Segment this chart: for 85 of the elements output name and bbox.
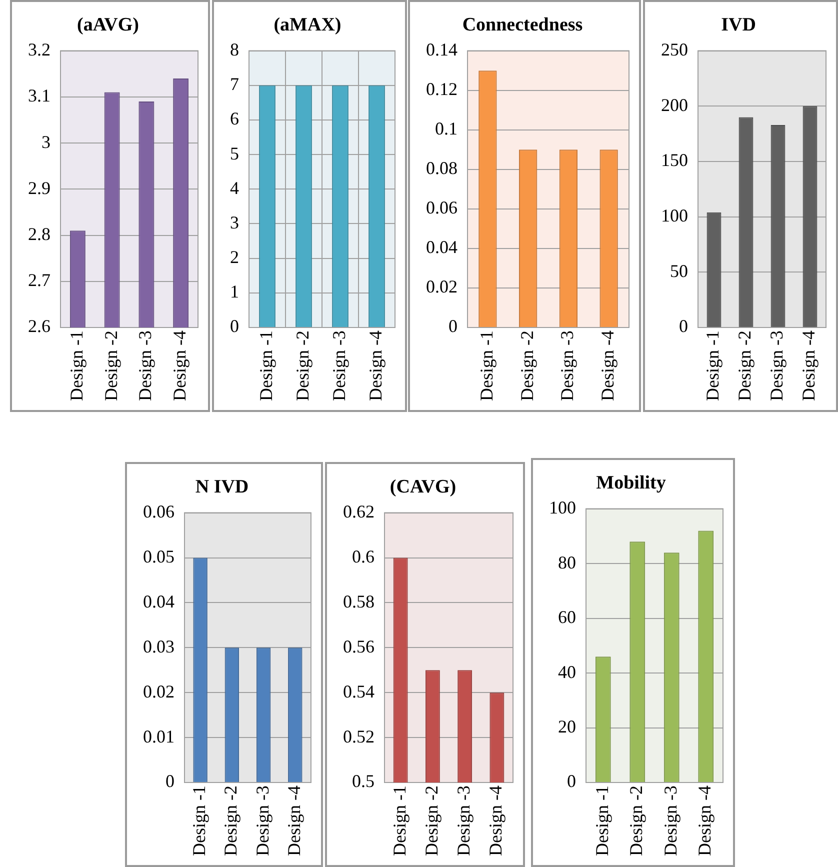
y-tick-label: 1 — [230, 282, 239, 302]
y-tick-label: 3 — [230, 212, 239, 232]
x-tick-label: Design -2 — [292, 330, 312, 402]
y-tick-label: 250 — [661, 40, 688, 60]
y-tick-label: 2 — [230, 247, 239, 268]
x-tick-label: Design -1 — [476, 330, 496, 402]
y-tick-label: 50 — [670, 260, 688, 281]
y-tick-label: 0 — [230, 316, 239, 336]
y-tick-label: 60 — [558, 607, 576, 628]
y-tick-label: 0.04 — [143, 591, 174, 612]
x-tick-label: Design -1 — [702, 330, 723, 402]
y-tick-label: 0.1 — [435, 118, 458, 139]
y-tick-label: 0.5 — [352, 771, 374, 792]
x-tick-label: Design -4 — [694, 786, 715, 856]
x-tick-label: Design -4 — [598, 330, 618, 402]
x-tick-label: Design -1 — [592, 786, 612, 856]
y-tick-label: 0.06 — [426, 198, 458, 218]
y-tick-label: 0.54 — [343, 681, 374, 702]
y-tick-label: 0 — [567, 771, 576, 792]
y-tick-label: 0.08 — [426, 158, 458, 178]
y-tick-label: 3 — [42, 132, 50, 152]
x-tick-label: Design -2 — [220, 786, 241, 856]
x-tick-label: Design -2 — [734, 330, 755, 402]
x-tick-label: Design -4 — [170, 330, 190, 402]
x-tick-label: Design -1 — [189, 786, 210, 856]
x-tick-label: Design -3 — [135, 330, 156, 402]
y-tick-label: 0.04 — [426, 237, 458, 258]
y-tick-label: 5 — [230, 143, 239, 164]
y-tick-label: 3.2 — [28, 40, 50, 60]
y-tick-label: 2.6 — [28, 316, 50, 336]
y-tick-label: 100 — [661, 206, 688, 226]
y-tick-label: 0.56 — [343, 636, 374, 656]
chart-title: (aMAX) — [274, 14, 342, 36]
y-tick-label: 0.02 — [426, 276, 458, 297]
x-tick-label: Design -4 — [486, 786, 506, 856]
y-tick-label: 3.1 — [28, 86, 50, 106]
x-tick-label: Design -1 — [256, 330, 276, 402]
x-tick-label: Design -2 — [516, 330, 537, 402]
chart-title: IVD — [721, 14, 756, 36]
x-tick-label: Design -2 — [421, 786, 442, 856]
y-tick-label: 0.05 — [143, 546, 174, 566]
chart-title: N IVD — [195, 476, 249, 498]
y-tick-label: 8 — [230, 40, 239, 60]
y-tick-label: 2.7 — [28, 270, 50, 290]
y-tick-label: 0.01 — [143, 726, 174, 746]
y-tick-label: 4 — [230, 178, 239, 198]
y-tick-label: 2.9 — [28, 178, 50, 198]
y-tick-label: 100 — [549, 498, 576, 518]
x-tick-label: Design -2 — [100, 330, 121, 402]
y-tick-label: 6 — [230, 108, 239, 129]
y-tick-label: 0 — [448, 316, 458, 336]
y-tick-label: 80 — [558, 552, 576, 572]
y-tick-label: 0.6 — [352, 546, 374, 566]
y-tick-label: 7 — [230, 74, 239, 94]
x-tick-label: Design -4 — [798, 330, 819, 402]
y-tick-label: 200 — [661, 94, 688, 115]
y-tick-label: 0.52 — [343, 726, 374, 746]
x-tick-label: Design -3 — [328, 330, 349, 402]
y-tick-label: 0 — [166, 771, 174, 792]
y-tick-label: 0.03 — [143, 636, 174, 656]
y-tick-label: 20 — [558, 716, 576, 737]
chart-title: (aAVG) — [77, 14, 139, 36]
y-tick-label: 0.02 — [143, 681, 174, 702]
x-tick-label: Design -4 — [284, 786, 304, 856]
y-tick-label: 0 — [679, 316, 688, 336]
x-tick-label: Design -1 — [389, 786, 410, 856]
y-tick-label: 0.58 — [343, 591, 374, 612]
chart-title: Mobility — [596, 472, 666, 494]
y-tick-label: 0.14 — [426, 40, 458, 60]
x-tick-label: Design -4 — [365, 330, 386, 402]
x-tick-label: Design -3 — [252, 786, 272, 856]
y-tick-label: 0.12 — [426, 79, 458, 100]
y-tick-label: 40 — [558, 662, 576, 682]
x-tick-label: Design -3 — [766, 330, 787, 402]
y-tick-label: 0.62 — [343, 502, 374, 522]
y-tick-label: 0.06 — [143, 502, 174, 522]
y-tick-label: 150 — [661, 150, 688, 170]
x-tick-label: Design -3 — [557, 330, 578, 402]
x-tick-label: Design -3 — [660, 786, 680, 856]
y-tick-label: 2.8 — [28, 224, 50, 244]
chart-title: Connectedness — [462, 14, 583, 36]
x-tick-label: Design -3 — [454, 786, 474, 856]
chart-title: (CAVG) — [390, 476, 456, 498]
x-tick-label: Design -2 — [626, 786, 646, 856]
x-tick-label: Design -1 — [66, 330, 86, 402]
